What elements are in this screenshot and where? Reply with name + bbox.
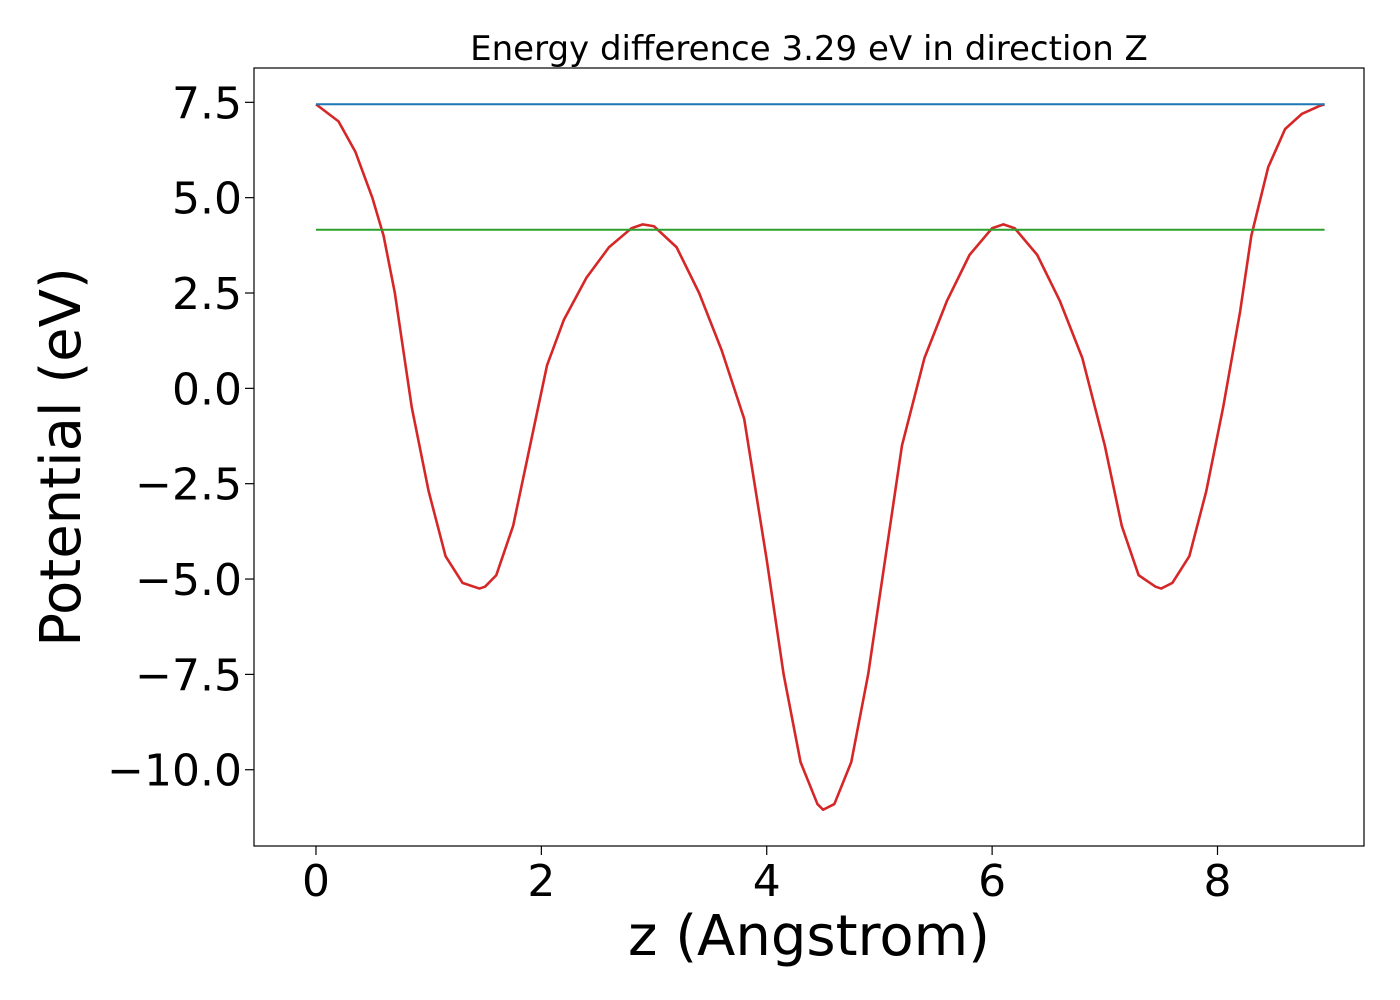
x-tick-label: 4 — [753, 856, 781, 907]
x-tick-label: 6 — [978, 856, 1006, 907]
plot-frame — [253, 67, 1365, 847]
x-axis-ticks: 0 2 4 6 8 — [302, 846, 1232, 907]
y-tick-label: 5.0 — [172, 174, 242, 225]
x-tick-label: 0 — [302, 856, 330, 907]
x-tick-label: 8 — [1204, 856, 1232, 907]
plot-area — [315, 102, 1325, 812]
y-tick-label: 2.5 — [172, 269, 242, 320]
y-tick-label: 7.5 — [172, 78, 242, 129]
y-tick-label: −7.5 — [135, 650, 242, 701]
y-tick-label: −5.0 — [135, 555, 242, 606]
y-axis-label: Potential (eV) — [29, 267, 94, 647]
chart-title: Energy difference 3.29 eV in direction Z — [470, 29, 1148, 69]
x-axis-label: z (Angstrom) — [628, 904, 990, 969]
x-tick-label: 2 — [527, 856, 555, 907]
potential-curve — [315, 102, 1325, 812]
y-axis-ticks: 7.5 5.0 2.5 0.0 −2.5 −5.0 −7.5 −10.0 — [107, 78, 254, 797]
y-tick-label: −2.5 — [135, 460, 242, 511]
y-tick-label: −10.0 — [107, 746, 242, 797]
y-tick-label: 0.0 — [172, 364, 242, 415]
